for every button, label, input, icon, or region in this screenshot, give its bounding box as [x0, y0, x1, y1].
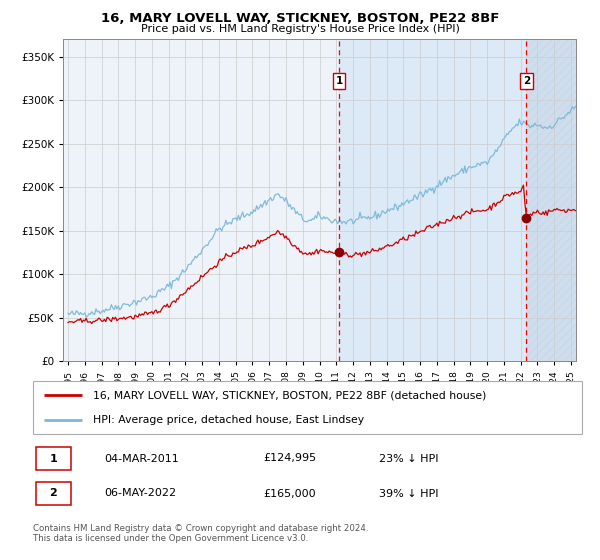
Text: HPI: Average price, detached house, East Lindsey: HPI: Average price, detached house, East…	[94, 414, 365, 424]
Text: 06-MAY-2022: 06-MAY-2022	[104, 488, 176, 498]
Text: £124,995: £124,995	[263, 454, 317, 464]
Bar	[526, 39, 593, 361]
Bar	[339, 39, 526, 361]
Bar	[36, 447, 71, 470]
Text: 04-MAR-2011: 04-MAR-2011	[104, 454, 179, 464]
Text: Contains HM Land Registry data © Crown copyright and database right 2024.
This d: Contains HM Land Registry data © Crown c…	[33, 524, 368, 543]
Text: 23% ↓ HPI: 23% ↓ HPI	[379, 454, 439, 464]
Text: £165,000: £165,000	[263, 488, 316, 498]
Text: 2: 2	[523, 76, 530, 86]
Bar	[36, 482, 71, 505]
Text: 16, MARY LOVELL WAY, STICKNEY, BOSTON, PE22 8BF (detached house): 16, MARY LOVELL WAY, STICKNEY, BOSTON, P…	[94, 390, 487, 400]
Text: 16, MARY LOVELL WAY, STICKNEY, BOSTON, PE22 8BF: 16, MARY LOVELL WAY, STICKNEY, BOSTON, P…	[101, 12, 499, 25]
Text: 1: 1	[335, 76, 343, 86]
Text: 39% ↓ HPI: 39% ↓ HPI	[379, 488, 439, 498]
Text: Price paid vs. HM Land Registry's House Price Index (HPI): Price paid vs. HM Land Registry's House …	[140, 24, 460, 34]
Text: 2: 2	[49, 488, 57, 498]
Text: 1: 1	[49, 454, 57, 464]
